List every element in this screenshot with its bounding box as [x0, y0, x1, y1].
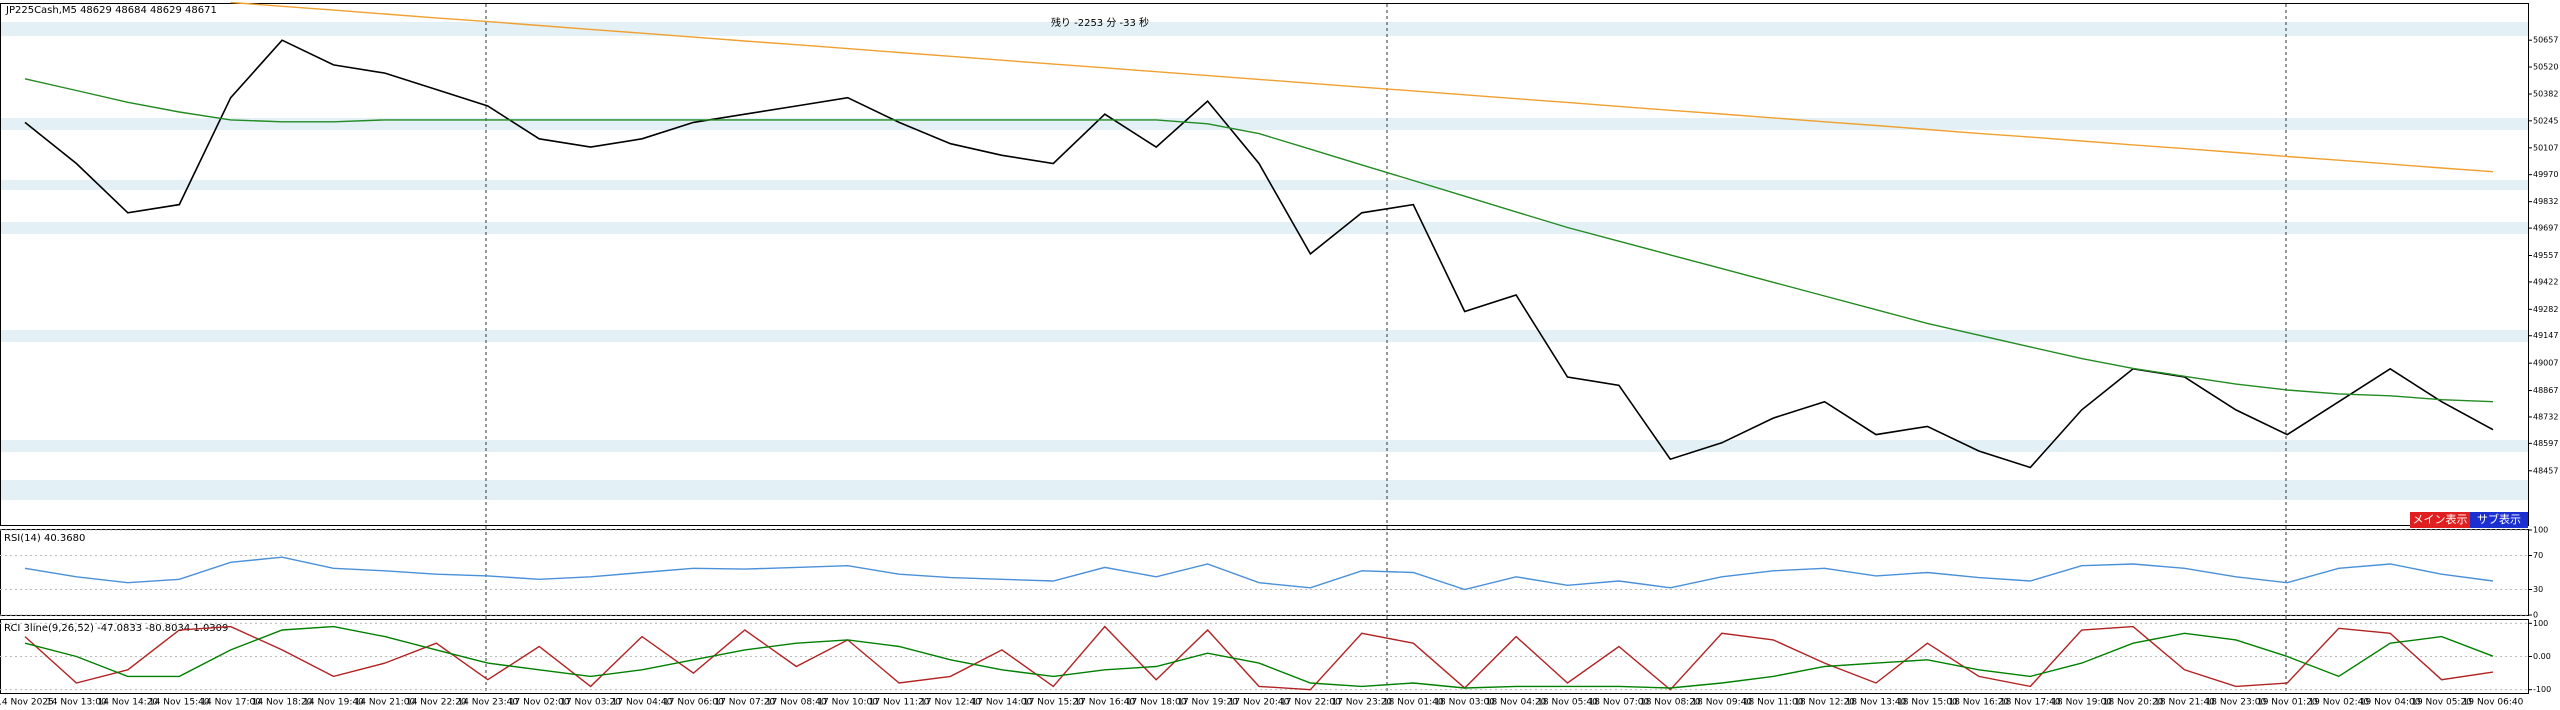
x-tick-label: 18 Nov 09:40 — [1691, 698, 1752, 708]
x-tick-label: 17 Nov 14:00 — [972, 698, 1033, 708]
main-button-label[interactable]: メイン表示 — [2413, 512, 2468, 526]
x-tick-label: 14 Nov 14:20 — [97, 698, 158, 708]
y-tick-label: 49697 — [2533, 224, 2558, 233]
x-tick-label: 19 Nov 01:20 — [2257, 698, 2318, 708]
x-tick-label: 19 Nov 06:40 — [2463, 698, 2524, 708]
x-tick-label: 14 Nov 19:40 — [303, 698, 364, 708]
y-tick-label: 49832 — [2533, 197, 2558, 206]
y-tick-label: 50382 — [2533, 90, 2558, 99]
x-tick-label: 18 Nov 20:20 — [2103, 698, 2164, 708]
x-tick-label: 17 Nov 19:20 — [1177, 698, 1238, 708]
series-line — [24, 625, 2494, 691]
x-tick-label: 19 Nov 04:00 — [2360, 698, 2421, 708]
x-tick-label: 18 Nov 21:40 — [2154, 698, 2215, 708]
y-tick-label: 48732 — [2533, 412, 2558, 421]
x-tick-label: 17 Nov 10:00 — [817, 698, 878, 708]
x-tick-label: 18 Nov 12:20 — [1794, 698, 1855, 708]
x-tick-label: 17 Nov 15:20 — [1023, 698, 1084, 708]
x-tick-label: 17 Nov 11:20 — [869, 698, 930, 708]
x-tick-label: 19 Nov 02:40 — [2308, 698, 2369, 708]
x-tick-label: 14 Nov 22:20 — [406, 698, 467, 708]
x-tick-label: 18 Nov 07:00 — [1589, 698, 1650, 708]
buttons: メイン表示 サブ表示 — [2410, 512, 2528, 528]
x-tick-label: 17 Nov 16:40 — [1074, 698, 1135, 708]
y-tick-label: 50245 — [2533, 116, 2558, 125]
x-tick-label: 18 Nov 03:00 — [1434, 698, 1495, 708]
x-tick-label: 14 Nov 23:40 — [457, 698, 518, 708]
x-tick-label: 17 Nov 08:40 — [766, 698, 827, 708]
series-line — [24, 78, 2494, 403]
y-tick-label: -100 — [2533, 685, 2551, 694]
y-tick-label: 0 — [2533, 611, 2538, 620]
y-tick-label: 49147 — [2533, 331, 2558, 340]
series-line — [24, 625, 2494, 689]
x-tick-label: 17 Nov 07:20 — [714, 698, 775, 708]
x-tick-label: 17 Nov 20:40 — [1229, 698, 1290, 708]
symbol-header: JP225Cash,M5 48629 48684 48629 48671 — [5, 5, 217, 16]
y-tick-label: 49007 — [2533, 359, 2558, 368]
y-tick-label: 49557 — [2533, 251, 2558, 260]
x-tick-label: 18 Nov 15:00 — [1897, 698, 1958, 708]
x-tick-label: 18 Nov 17:40 — [2000, 698, 2061, 708]
y-tick-label: 48597 — [2533, 439, 2558, 448]
x-tick-label: 18 Nov 19:00 — [2051, 698, 2112, 708]
x-tick-label: 17 Nov 12:40 — [920, 698, 981, 708]
x-tick-label: 18 Nov 13:40 — [1846, 698, 1907, 708]
x-tick-label: 14 Nov 17:00 — [200, 698, 261, 708]
x-tick-label: 14 Nov 18:20 — [252, 698, 313, 708]
series-line — [230, 1, 2494, 173]
y-tick-label: 70 — [2533, 551, 2543, 560]
y-tick-label: 30 — [2533, 585, 2543, 594]
y-tick-label: 49422 — [2533, 277, 2558, 286]
series-line — [24, 556, 2494, 591]
sub-button-label[interactable]: サブ表示 — [2477, 512, 2521, 526]
x-tick-label: 19 Nov 05:20 — [2411, 698, 2472, 708]
x-tick-label: 18 Nov 16:20 — [1948, 698, 2009, 708]
x-tick-label: 17 Nov 02:00 — [509, 698, 570, 708]
x-tick-label: 18 Nov 23:00 — [2206, 698, 2267, 708]
sub-button[interactable] — [2470, 512, 2528, 528]
y-tick-label: 48867 — [2533, 386, 2558, 395]
main-button[interactable] — [2410, 512, 2470, 528]
x-tick-label: 17 Nov 22:00 — [1280, 698, 1341, 708]
session-separators — [485, 4, 2287, 693]
panel-title: RCI 3line(9,26,52) -47.0833 -80.8034 1.0… — [4, 623, 228, 634]
y-tick-label: 50520 — [2533, 63, 2558, 72]
y-tick-label: 100 — [2533, 526, 2548, 535]
x-tick-label: 18 Nov 11:00 — [1743, 698, 1804, 708]
x-tick-label: 17 Nov 04:40 — [612, 698, 673, 708]
y-tick-label: 49282 — [2533, 305, 2558, 314]
x-tick-label: 18 Nov 05:40 — [1537, 698, 1598, 708]
x-tick-label: 18 Nov 08:20 — [1640, 698, 1701, 708]
y-tick-label: 0.00 — [2533, 652, 2551, 661]
x-tick-label: 14 Nov 2025 — [0, 698, 54, 708]
series-line — [24, 39, 2494, 469]
y-tick-label: 50657 — [2533, 36, 2558, 45]
panel-title: RSI(14) 40.3680 — [4, 533, 85, 544]
countdown: 残り -2253 分 -33 秒 — [1051, 16, 1149, 29]
x-tick-label: 14 Nov 21:00 — [355, 698, 416, 708]
x-tick-label: 17 Nov 06:00 — [663, 698, 724, 708]
x-tick-label: 14 Nov 13:00 — [46, 698, 107, 708]
x-tick-label: 17 Nov 23:20 — [1331, 698, 1392, 708]
y-tick-label: 100 — [2533, 619, 2548, 628]
y-tick-label: 49970 — [2533, 170, 2558, 179]
x-tick-label: 14 Nov 15:40 — [149, 698, 210, 708]
y-tick-label: 48457 — [2533, 466, 2558, 475]
x-tick-label: 17 Nov 03:20 — [560, 698, 621, 708]
y-tick-label: 50107 — [2533, 143, 2558, 152]
x-tick-label: 17 Nov 18:00 — [1126, 698, 1187, 708]
x-tick-label: 18 Nov 01:40 — [1383, 698, 1444, 708]
x-tick-label: 18 Nov 04:20 — [1486, 698, 1547, 708]
